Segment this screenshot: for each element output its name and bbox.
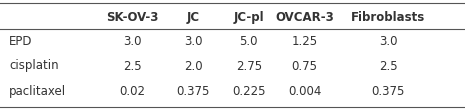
Text: 3.0: 3.0 — [379, 35, 398, 48]
Text: 0.375: 0.375 — [372, 85, 405, 98]
Text: JC: JC — [186, 11, 199, 24]
Text: cisplatin: cisplatin — [9, 60, 59, 72]
Text: SK-OV-3: SK-OV-3 — [106, 11, 159, 24]
Text: EPD: EPD — [9, 35, 33, 48]
Text: JC-pl: JC-pl — [233, 11, 264, 24]
Text: 2.5: 2.5 — [379, 60, 398, 72]
Text: OVCAR-3: OVCAR-3 — [275, 11, 334, 24]
Text: 0.375: 0.375 — [176, 85, 210, 98]
Text: 2.0: 2.0 — [184, 60, 202, 72]
Text: paclitaxel: paclitaxel — [9, 85, 66, 98]
Text: 2.75: 2.75 — [236, 60, 262, 72]
Text: 0.75: 0.75 — [292, 60, 318, 72]
Text: Fibroblasts: Fibroblasts — [351, 11, 425, 24]
Text: 0.004: 0.004 — [288, 85, 321, 98]
Text: 3.0: 3.0 — [184, 35, 202, 48]
Text: 0.225: 0.225 — [232, 85, 266, 98]
Text: 0.02: 0.02 — [120, 85, 146, 98]
Text: 2.5: 2.5 — [123, 60, 142, 72]
Text: 3.0: 3.0 — [123, 35, 142, 48]
Text: 1.25: 1.25 — [292, 35, 318, 48]
Text: 5.0: 5.0 — [239, 35, 258, 48]
